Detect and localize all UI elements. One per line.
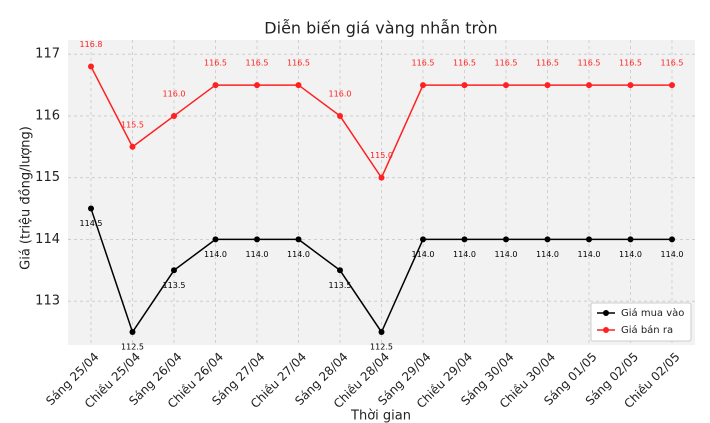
point (544, 236, 551, 243)
data-label: 116.5 (412, 59, 435, 68)
point (171, 112, 177, 119)
y-tick-label: 116 (35, 108, 60, 123)
legend-marker (603, 310, 609, 316)
point (295, 82, 302, 89)
data-label: 116.5 (246, 59, 269, 68)
point (212, 82, 219, 89)
data-label: 116.5 (287, 59, 310, 68)
point (129, 143, 136, 150)
point (420, 236, 426, 243)
data-label: 114.5 (80, 219, 103, 228)
chart-title: Diễn biến giá vàng nhẫn tròn (264, 19, 497, 38)
data-label: 114.0 (287, 250, 310, 259)
legend-box (590, 302, 692, 342)
data-label: 115.0 (370, 151, 393, 160)
y-tick-label: 113 (35, 294, 60, 309)
data-label: 114.0 (578, 250, 601, 259)
y-tick-label: 115 (35, 170, 60, 185)
x-axis-label: Thời gian (350, 409, 411, 423)
y-axis-label: Giá (triệu đồng/lượng) (19, 126, 34, 270)
point (461, 82, 468, 89)
data-label: 114.0 (661, 250, 684, 259)
legend-label: Giá bán ra (621, 324, 673, 336)
data-label: 116.5 (578, 59, 601, 68)
point (420, 82, 426, 89)
point (461, 236, 468, 243)
point (669, 82, 675, 89)
point (254, 236, 260, 243)
point (171, 267, 177, 274)
point (627, 82, 634, 89)
data-label: 112.5 (121, 343, 144, 352)
point (212, 236, 219, 243)
data-label: 116.5 (661, 59, 684, 68)
data-label: 114.0 (536, 250, 559, 259)
data-label: 114.0 (204, 250, 227, 259)
data-label: 116.5 (204, 59, 227, 68)
data-label: 116.5 (536, 59, 559, 68)
point (378, 174, 385, 181)
point (129, 329, 136, 336)
point (378, 329, 385, 336)
data-label: 116.5 (453, 59, 476, 68)
point (627, 236, 634, 243)
point (295, 236, 302, 243)
point (88, 63, 94, 70)
point (586, 82, 592, 89)
data-label: 114.0 (246, 250, 269, 259)
data-label: 114.0 (453, 250, 476, 259)
point (88, 205, 94, 212)
point (544, 82, 551, 89)
data-label: 114.0 (495, 250, 518, 259)
data-label: 113.5 (163, 281, 186, 290)
legend-marker (603, 327, 609, 333)
data-label: 114.0 (412, 250, 435, 259)
data-label: 116.0 (329, 89, 352, 98)
data-label: 116.5 (495, 59, 518, 68)
data-label: 116.0 (163, 89, 186, 98)
legend-label: Giá mua vào (621, 307, 684, 319)
point (503, 236, 509, 243)
data-label: 114.0 (619, 250, 642, 259)
data-label: 112.5 (370, 343, 393, 352)
point (503, 82, 509, 89)
data-label: 116.8 (80, 40, 103, 49)
point (337, 112, 343, 119)
data-label: 115.5 (121, 120, 144, 129)
point (669, 236, 675, 243)
point (337, 267, 343, 274)
data-label: 116.5 (619, 59, 642, 68)
data-label: 113.5 (329, 281, 352, 290)
y-tick-label: 117 (35, 47, 60, 62)
y-tick-label: 114 (35, 232, 60, 247)
point (254, 82, 260, 89)
point (586, 236, 592, 243)
